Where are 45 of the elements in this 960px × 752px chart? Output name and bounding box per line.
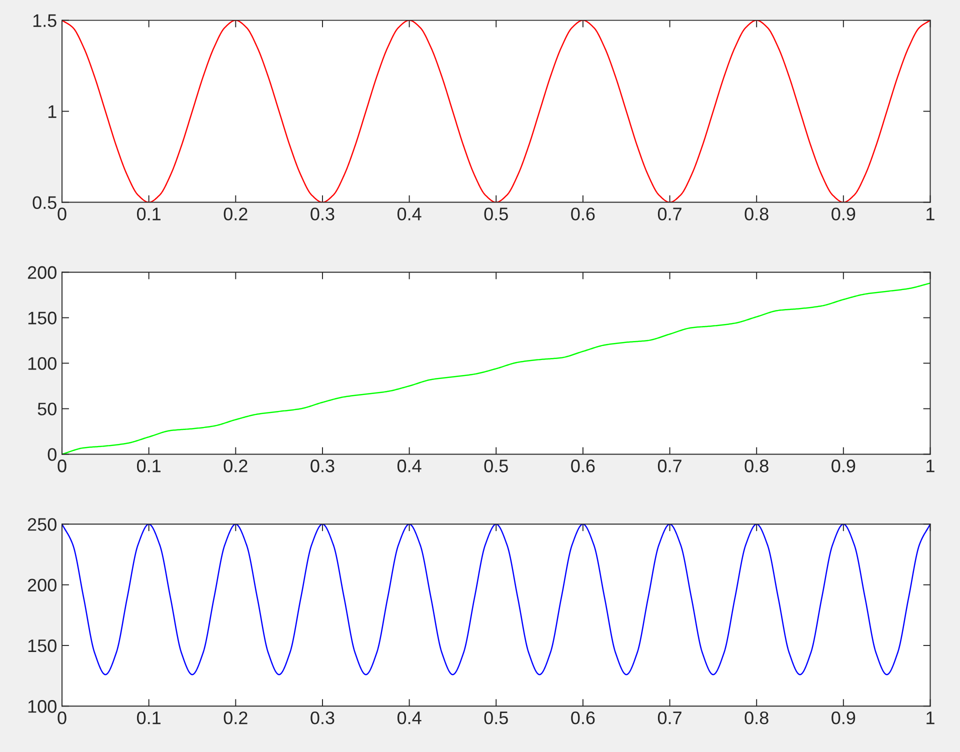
x-tick-label: 0: [58, 711, 66, 724]
x-tick-label: 0.3: [310, 460, 334, 472]
y-tick-label: 1: [48, 105, 56, 118]
y-tick-label: 150: [28, 639, 56, 652]
x-tick-label: 0.5: [484, 208, 508, 220]
y-tick-label: 100: [28, 700, 56, 713]
x-tick-label: 1: [926, 712, 934, 724]
y-tick-label: 100: [28, 357, 56, 370]
x-tick-label: 1: [926, 208, 934, 220]
x-tick-label: 0.1: [136, 711, 161, 724]
x-tick-label: 0.6: [571, 460, 595, 472]
y-tick-label: 200: [28, 578, 56, 592]
x-tick-label: 0.8: [744, 460, 768, 472]
x-tick-label: 1: [926, 460, 934, 472]
y-tick-label: 50: [38, 402, 56, 416]
x-tick-label: 0.9: [832, 460, 856, 472]
x-tick-label: 0.6: [571, 208, 595, 220]
y-tick-label: 150: [28, 312, 56, 324]
x-tick-label: 0.5: [484, 711, 508, 724]
y-tick-label: 0.5: [32, 196, 56, 210]
x-tick-label: 0.2: [224, 711, 248, 724]
x-tick-label: 0.5: [484, 460, 508, 472]
x-tick-label: 0.2: [224, 208, 248, 220]
x-tick-label: 0.7: [658, 711, 682, 724]
y-tick-label: 250: [28, 518, 56, 531]
x-tick-label: 0.4: [397, 711, 422, 724]
x-tick-label: 0.7: [658, 208, 682, 220]
y-tick-label: 200: [28, 266, 56, 279]
x-tick-label: 0.3: [310, 711, 334, 724]
x-tick-label: 0.7: [658, 460, 682, 472]
x-tick-label: 0.9: [832, 711, 856, 724]
x-tick-label: 0.9: [832, 208, 856, 220]
y-tick-label: 1.5: [33, 14, 56, 28]
y-tick-label: 0: [48, 448, 56, 461]
x-tick-label: 0: [58, 208, 66, 220]
x-tick-label: 0.1: [136, 208, 161, 220]
x-tick-label: 0.2: [224, 460, 248, 472]
x-tick-label: 0.4: [397, 460, 422, 472]
x-tick-label: 0.3: [310, 208, 334, 220]
x-tick-label: 0: [58, 460, 66, 472]
x-tick-label: 0.1: [136, 460, 161, 472]
x-tick-label: 0.4: [397, 208, 422, 220]
x-tick-label: 0.8: [744, 208, 768, 220]
x-tick-label: 0.8: [744, 711, 768, 724]
x-tick-label: 0.6: [571, 711, 595, 724]
